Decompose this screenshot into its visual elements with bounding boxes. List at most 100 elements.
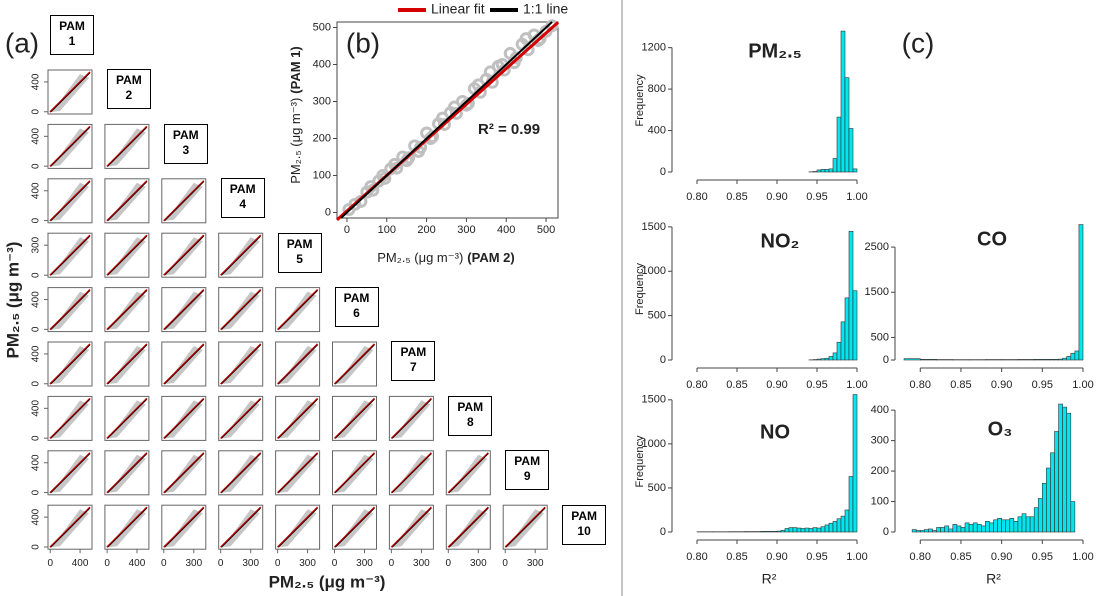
- x-tick-label: 0: [161, 558, 167, 569]
- mini-panel: [161, 504, 207, 550]
- mini-one-to-one: [107, 344, 148, 385]
- variable-label: PAM 7: [391, 341, 436, 382]
- mini-fit-line: [163, 452, 205, 494]
- mini-panel: [161, 341, 207, 387]
- mini-one-to-one: [449, 453, 489, 494]
- y-tick-label: 1500: [642, 221, 666, 233]
- mini-fit-line: [220, 397, 262, 439]
- bar: [808, 528, 814, 533]
- mini-fit-line: [106, 180, 148, 222]
- bar: [948, 528, 954, 533]
- bar: [1058, 358, 1063, 361]
- bar: [919, 530, 925, 533]
- bar: [828, 168, 834, 173]
- mini-one-to-one: [278, 290, 318, 330]
- bar: [816, 358, 822, 361]
- mini-panel: [218, 287, 264, 333]
- mini-one-to-one: [278, 399, 318, 439]
- x-tick-label: 0.95: [806, 191, 827, 203]
- bar: [1033, 359, 1051, 361]
- x-tick-label: 0: [47, 558, 53, 569]
- mini-panel: [275, 341, 321, 387]
- mini-panel: [47, 287, 93, 333]
- bar: [828, 356, 834, 361]
- bar: [1025, 516, 1031, 533]
- annotation: R² = 0.99: [478, 121, 540, 138]
- x-tick-label: 0.80: [686, 191, 707, 203]
- mini-fit-line: [163, 397, 205, 439]
- x-tick-label: 0.90: [991, 379, 1012, 391]
- mini-one-to-one: [335, 344, 375, 385]
- bar: [1066, 412, 1072, 533]
- bar: [903, 358, 921, 361]
- y-tick-label: 0: [660, 526, 666, 538]
- mini-fit-line: [220, 234, 262, 276]
- mini-panel: [445, 450, 491, 496]
- x-tick-label: 300: [470, 558, 487, 569]
- bar: [1005, 519, 1011, 533]
- bar: [800, 528, 806, 533]
- y-axis-title-text: PM₂.₅ (μg m⁻³): [288, 98, 303, 184]
- bar: [960, 527, 966, 533]
- mini-panel: [104, 450, 150, 496]
- bar: [832, 352, 838, 361]
- mini-fit-line: [220, 452, 262, 494]
- y-tick-label: 400: [31, 291, 42, 308]
- x-tick-label: 0.95: [1032, 379, 1053, 391]
- bar: [1054, 431, 1059, 533]
- x-tick-label: 0.85: [950, 551, 971, 563]
- mini-one-to-one: [50, 399, 91, 439]
- bar: [964, 522, 970, 533]
- mini-one-to-one: [335, 507, 375, 548]
- bar: [972, 522, 978, 533]
- bar: [1066, 356, 1072, 361]
- mini-fit-line: [163, 180, 205, 222]
- mini-one-to-one: [107, 399, 148, 439]
- mini-panel: [47, 123, 93, 169]
- mini-panel: [275, 504, 321, 550]
- bar: [820, 358, 826, 361]
- y-axis-title: PM₂.₅ (μg m⁻³): [3, 242, 22, 359]
- bar: [840, 321, 846, 361]
- mini-fit-line: [49, 125, 91, 167]
- mini-one-to-one: [449, 507, 489, 548]
- x-tick-label: 0.80: [686, 551, 707, 563]
- y-tick-label: 400: [313, 58, 331, 70]
- y-tick-label: 400: [31, 508, 42, 525]
- bar: [852, 290, 858, 361]
- y-tick-label: 400: [871, 404, 889, 416]
- mini-one-to-one: [164, 507, 205, 548]
- mini-panel: [332, 395, 377, 441]
- panel-label: (c): [902, 27, 935, 58]
- mini-one-to-one: [278, 507, 318, 548]
- x-tick-label: 100: [378, 224, 396, 236]
- mini-panel: [388, 395, 434, 441]
- mini-fit-line: [163, 289, 205, 331]
- bar: [1062, 357, 1068, 361]
- mini-fit-line: [49, 234, 91, 276]
- bar: [844, 297, 850, 361]
- x-tick-label: 300: [185, 558, 202, 569]
- mini-fit-line: [49, 289, 91, 331]
- mini-one-to-one: [107, 181, 148, 222]
- mini-panel: [104, 287, 150, 333]
- bar: [824, 357, 830, 361]
- y-tick-label: 500: [648, 310, 666, 322]
- bar: [1050, 359, 1055, 361]
- bar: [824, 169, 830, 173]
- bar: [944, 525, 950, 533]
- mini-panel: [218, 504, 264, 550]
- mini-one-to-one: [107, 290, 148, 330]
- mini-panel: [275, 287, 321, 333]
- chart-title: NO₂: [761, 230, 800, 252]
- x-tick-label: 1.00: [1072, 379, 1093, 391]
- y-tick-label: 1000: [642, 265, 666, 277]
- bar: [911, 529, 917, 533]
- mini-one-to-one: [164, 399, 205, 439]
- mini-panel: [104, 504, 150, 550]
- y-tick-label: 0: [660, 354, 666, 366]
- point: [519, 32, 533, 46]
- mini-one-to-one: [221, 235, 261, 276]
- mini-one-to-one: [50, 344, 91, 385]
- variable-label: PAM 4: [220, 178, 265, 219]
